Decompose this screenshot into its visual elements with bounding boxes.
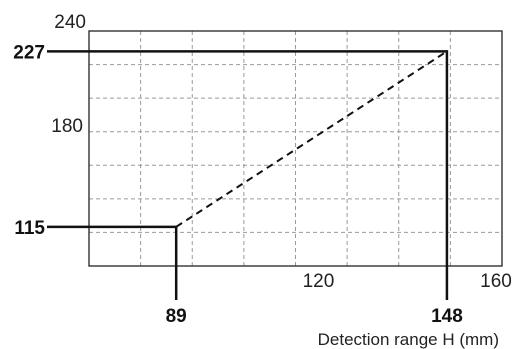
x-axis-label: Detection range H (mm) (318, 330, 499, 349)
x-tick-label-160: 160 (480, 271, 512, 292)
chart-marks (47, 50, 449, 300)
callout-leader-0 (47, 225, 178, 300)
y-tick-label-180: 180 (51, 116, 83, 137)
callout-x-label-89: 89 (166, 306, 187, 327)
plot-frame (88, 30, 503, 267)
callout-leader-1 (47, 50, 449, 300)
x-tick-label-120: 120 (303, 271, 335, 292)
series-line (175, 50, 448, 228)
callout-y-label-227: 227 (13, 42, 45, 63)
callout-x-label-148: 148 (431, 306, 463, 327)
callout-y-label-115: 115 (14, 218, 45, 239)
grid (89, 31, 502, 266)
y-tick-label-240: 240 (54, 12, 86, 33)
